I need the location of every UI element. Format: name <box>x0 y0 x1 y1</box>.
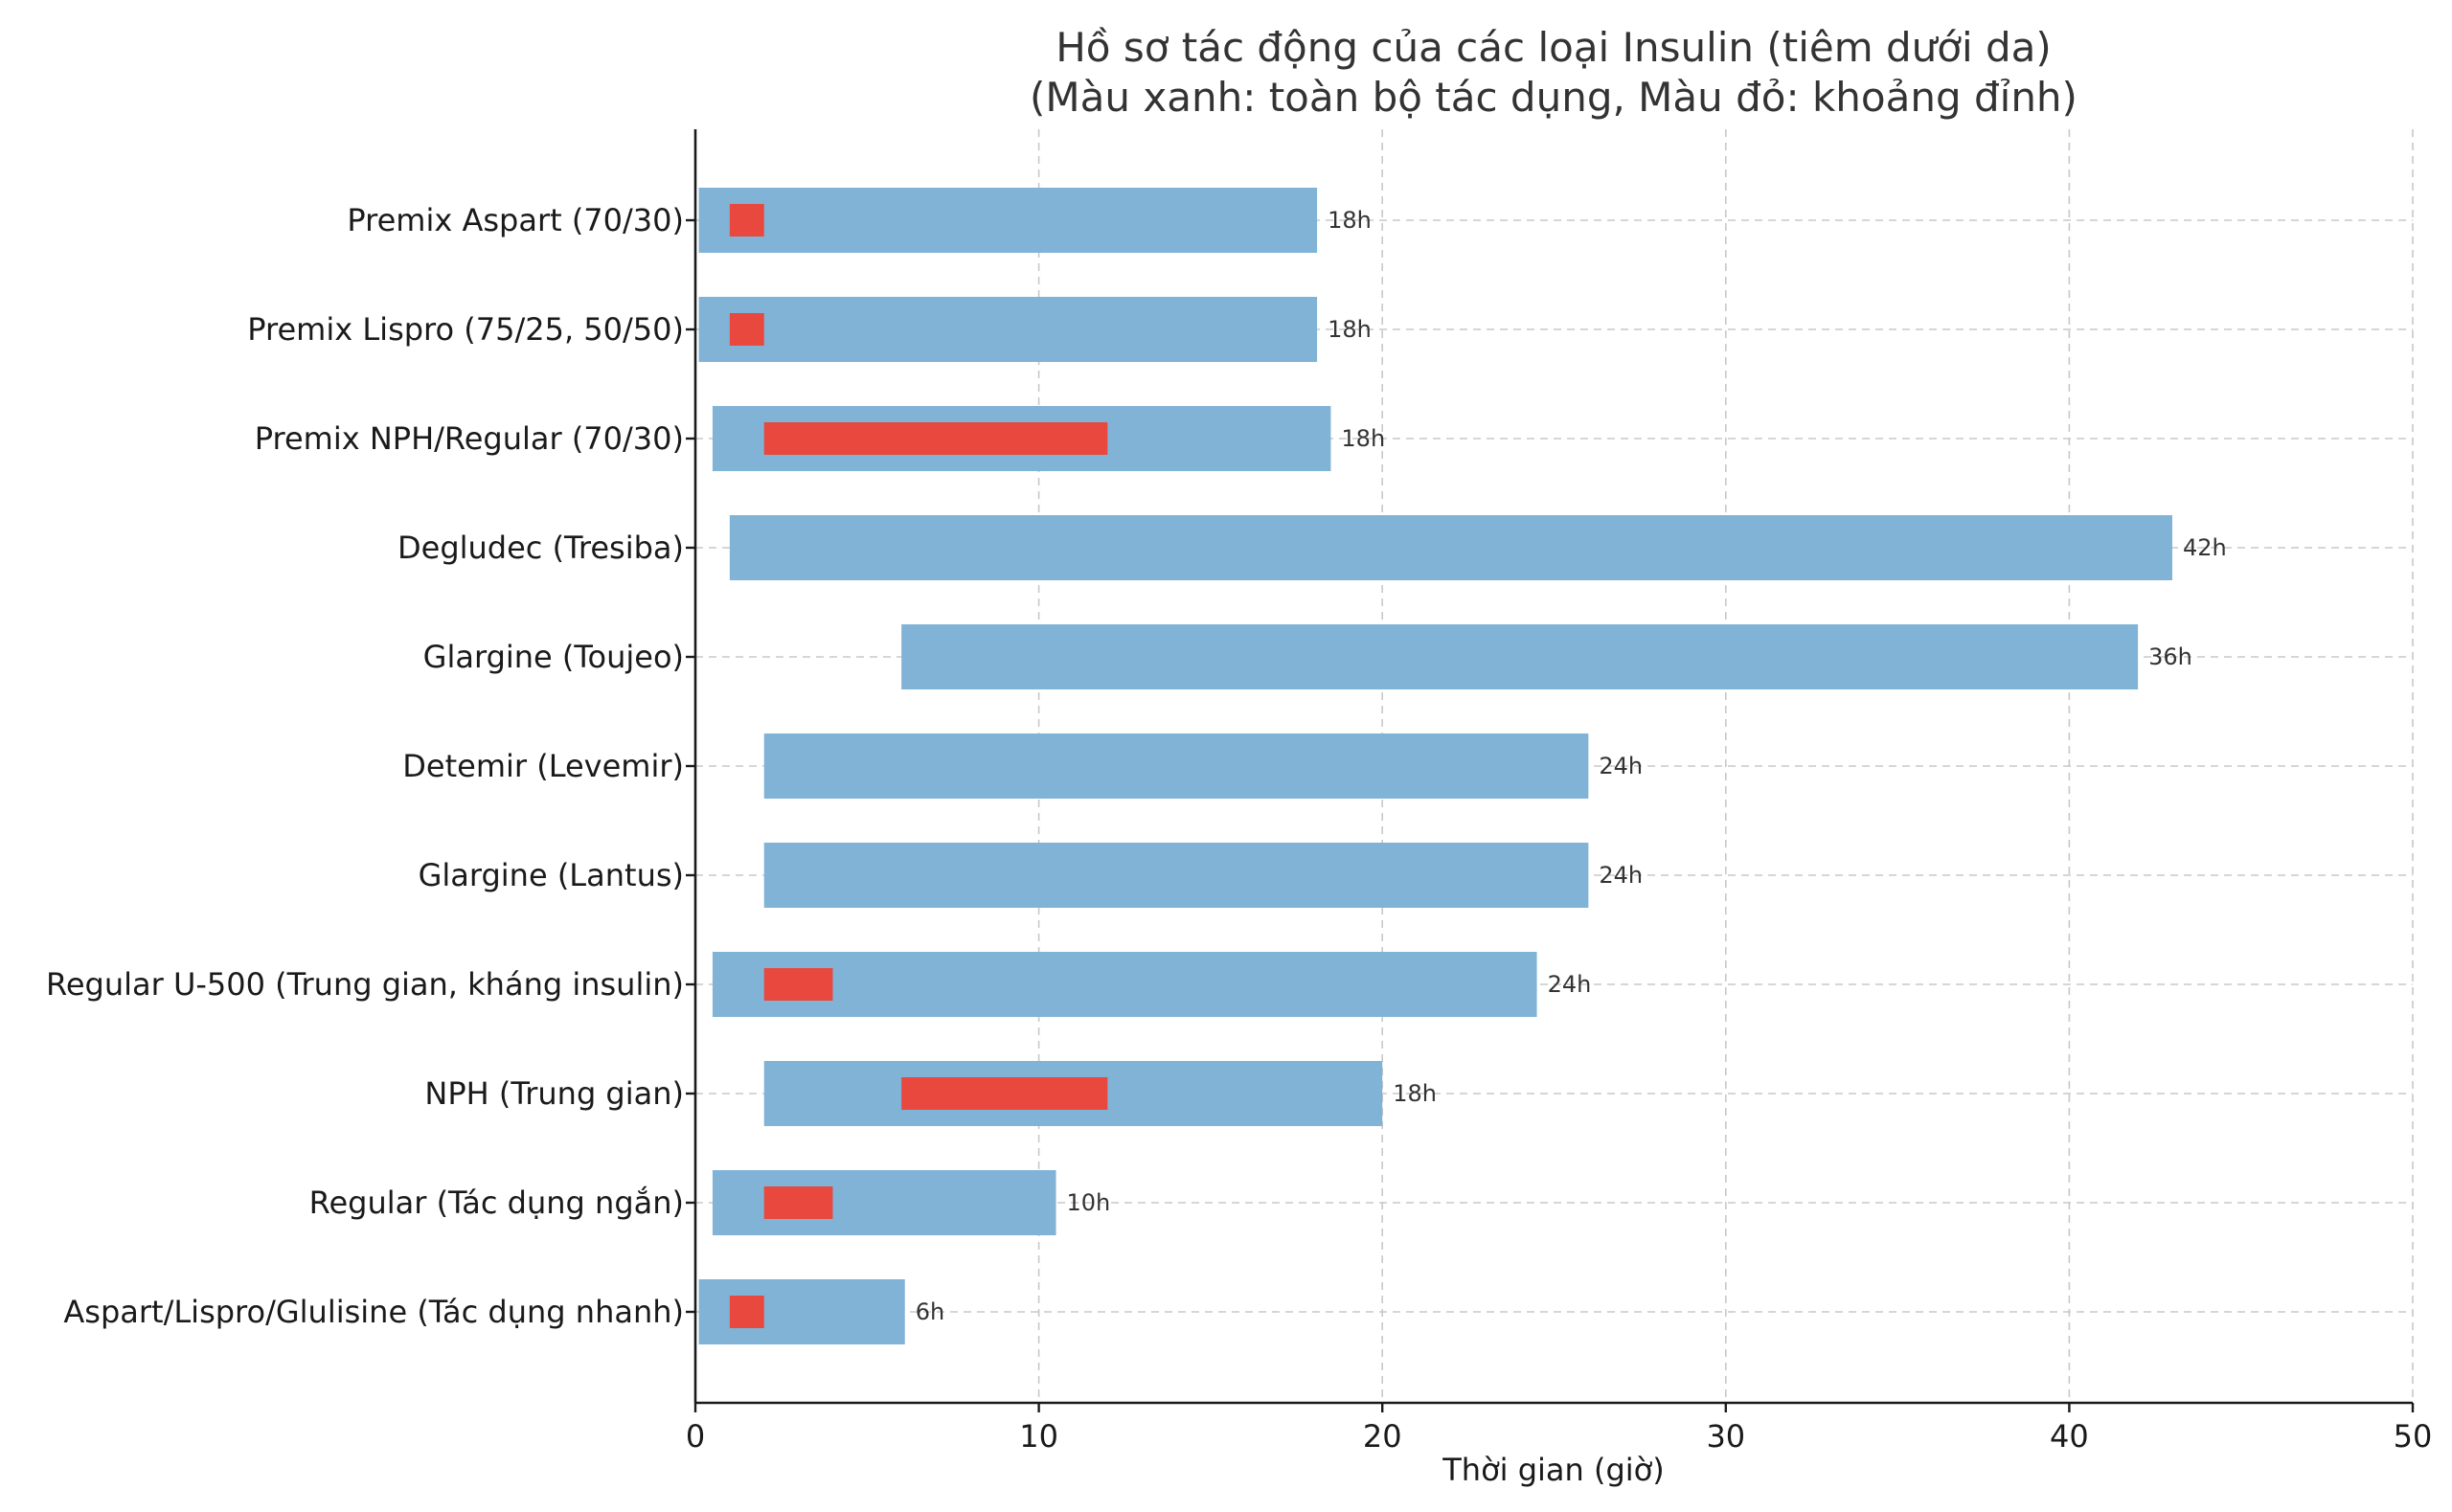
duration-label: 6h <box>916 1298 944 1325</box>
x-tick-label: 10 <box>1019 1418 1058 1455</box>
category-label: Glargine (Lantus) <box>419 857 684 893</box>
duration-bar <box>901 624 2139 689</box>
x-ticks: 0 10 20 30 40 50 <box>686 218 2433 1455</box>
x-tick-label: 30 <box>1706 1418 1745 1455</box>
duration-label: 18h <box>1341 425 1385 452</box>
duration-bar <box>712 952 1537 1017</box>
peak-bar <box>763 422 1108 455</box>
x-tick-label: 20 <box>1363 1418 1402 1455</box>
chart-title: Hồ sơ tác động của các loại Insulin (tiê… <box>1030 24 2077 121</box>
category-labels: Premix Aspart (70/30) Premix Lispro (75/2… <box>46 202 684 1330</box>
peak-bar <box>763 968 833 1001</box>
category-label: Premix Aspart (70/30) <box>347 202 684 238</box>
chart-title-line-1: Hồ sơ tác động của các loại Insulin (tiê… <box>1056 24 2052 71</box>
x-tick-label: 50 <box>2394 1418 2433 1455</box>
duration-label: 24h <box>1599 753 1643 779</box>
category-label: Aspart/Lispro/Glulisine (Tác dụng nhanh) <box>63 1294 684 1330</box>
peak-bar <box>763 1186 833 1219</box>
duration-label: 18h <box>1328 316 1372 343</box>
duration-label: 36h <box>2148 643 2192 670</box>
x-axis-title: Thời gian (giờ) <box>1442 1452 1664 1488</box>
peak-bar <box>729 313 764 346</box>
duration-label: 24h <box>1548 971 1592 998</box>
chart-title-line-2: (Màu xanh: toàn bộ tác dụng, Màu đỏ: kho… <box>1030 74 2077 121</box>
category-label: Glargine (Toujeo) <box>423 639 684 675</box>
x-tick-label: 40 <box>2050 1418 2089 1455</box>
peak-bar <box>901 1077 1108 1110</box>
peak-bar <box>729 204 764 237</box>
duration-label: 10h <box>1067 1189 1111 1216</box>
duration-bar <box>763 843 1589 908</box>
duration-bar <box>698 188 1318 253</box>
duration-label: 24h <box>1599 862 1643 889</box>
duration-bar <box>698 297 1318 362</box>
x-tick-label: 0 <box>686 1418 705 1455</box>
duration-bar <box>729 515 2172 580</box>
category-label: Detemir (Levemir) <box>402 748 684 784</box>
category-label: NPH (Trung gian) <box>424 1075 684 1112</box>
duration-label: 18h <box>1393 1080 1437 1107</box>
peak-bar <box>729 1296 764 1328</box>
duration-label: 42h <box>2183 534 2227 561</box>
duration-label: 18h <box>1328 207 1372 234</box>
category-label: Premix NPH/Regular (70/30) <box>255 420 684 457</box>
category-label: Premix Lispro (75/25, 50/50) <box>247 311 684 348</box>
duration-bar <box>763 733 1589 799</box>
bars: 18h 18h 18h 42h 36h 24h 24h 24h 18h 10h 6h <box>698 188 2227 1344</box>
category-label: Regular U-500 (Trung gian, kháng insulin… <box>46 966 684 1003</box>
category-label: Regular (Tác dụng ngắn) <box>309 1185 684 1221</box>
category-label: Degludec (Tresiba) <box>397 530 684 566</box>
